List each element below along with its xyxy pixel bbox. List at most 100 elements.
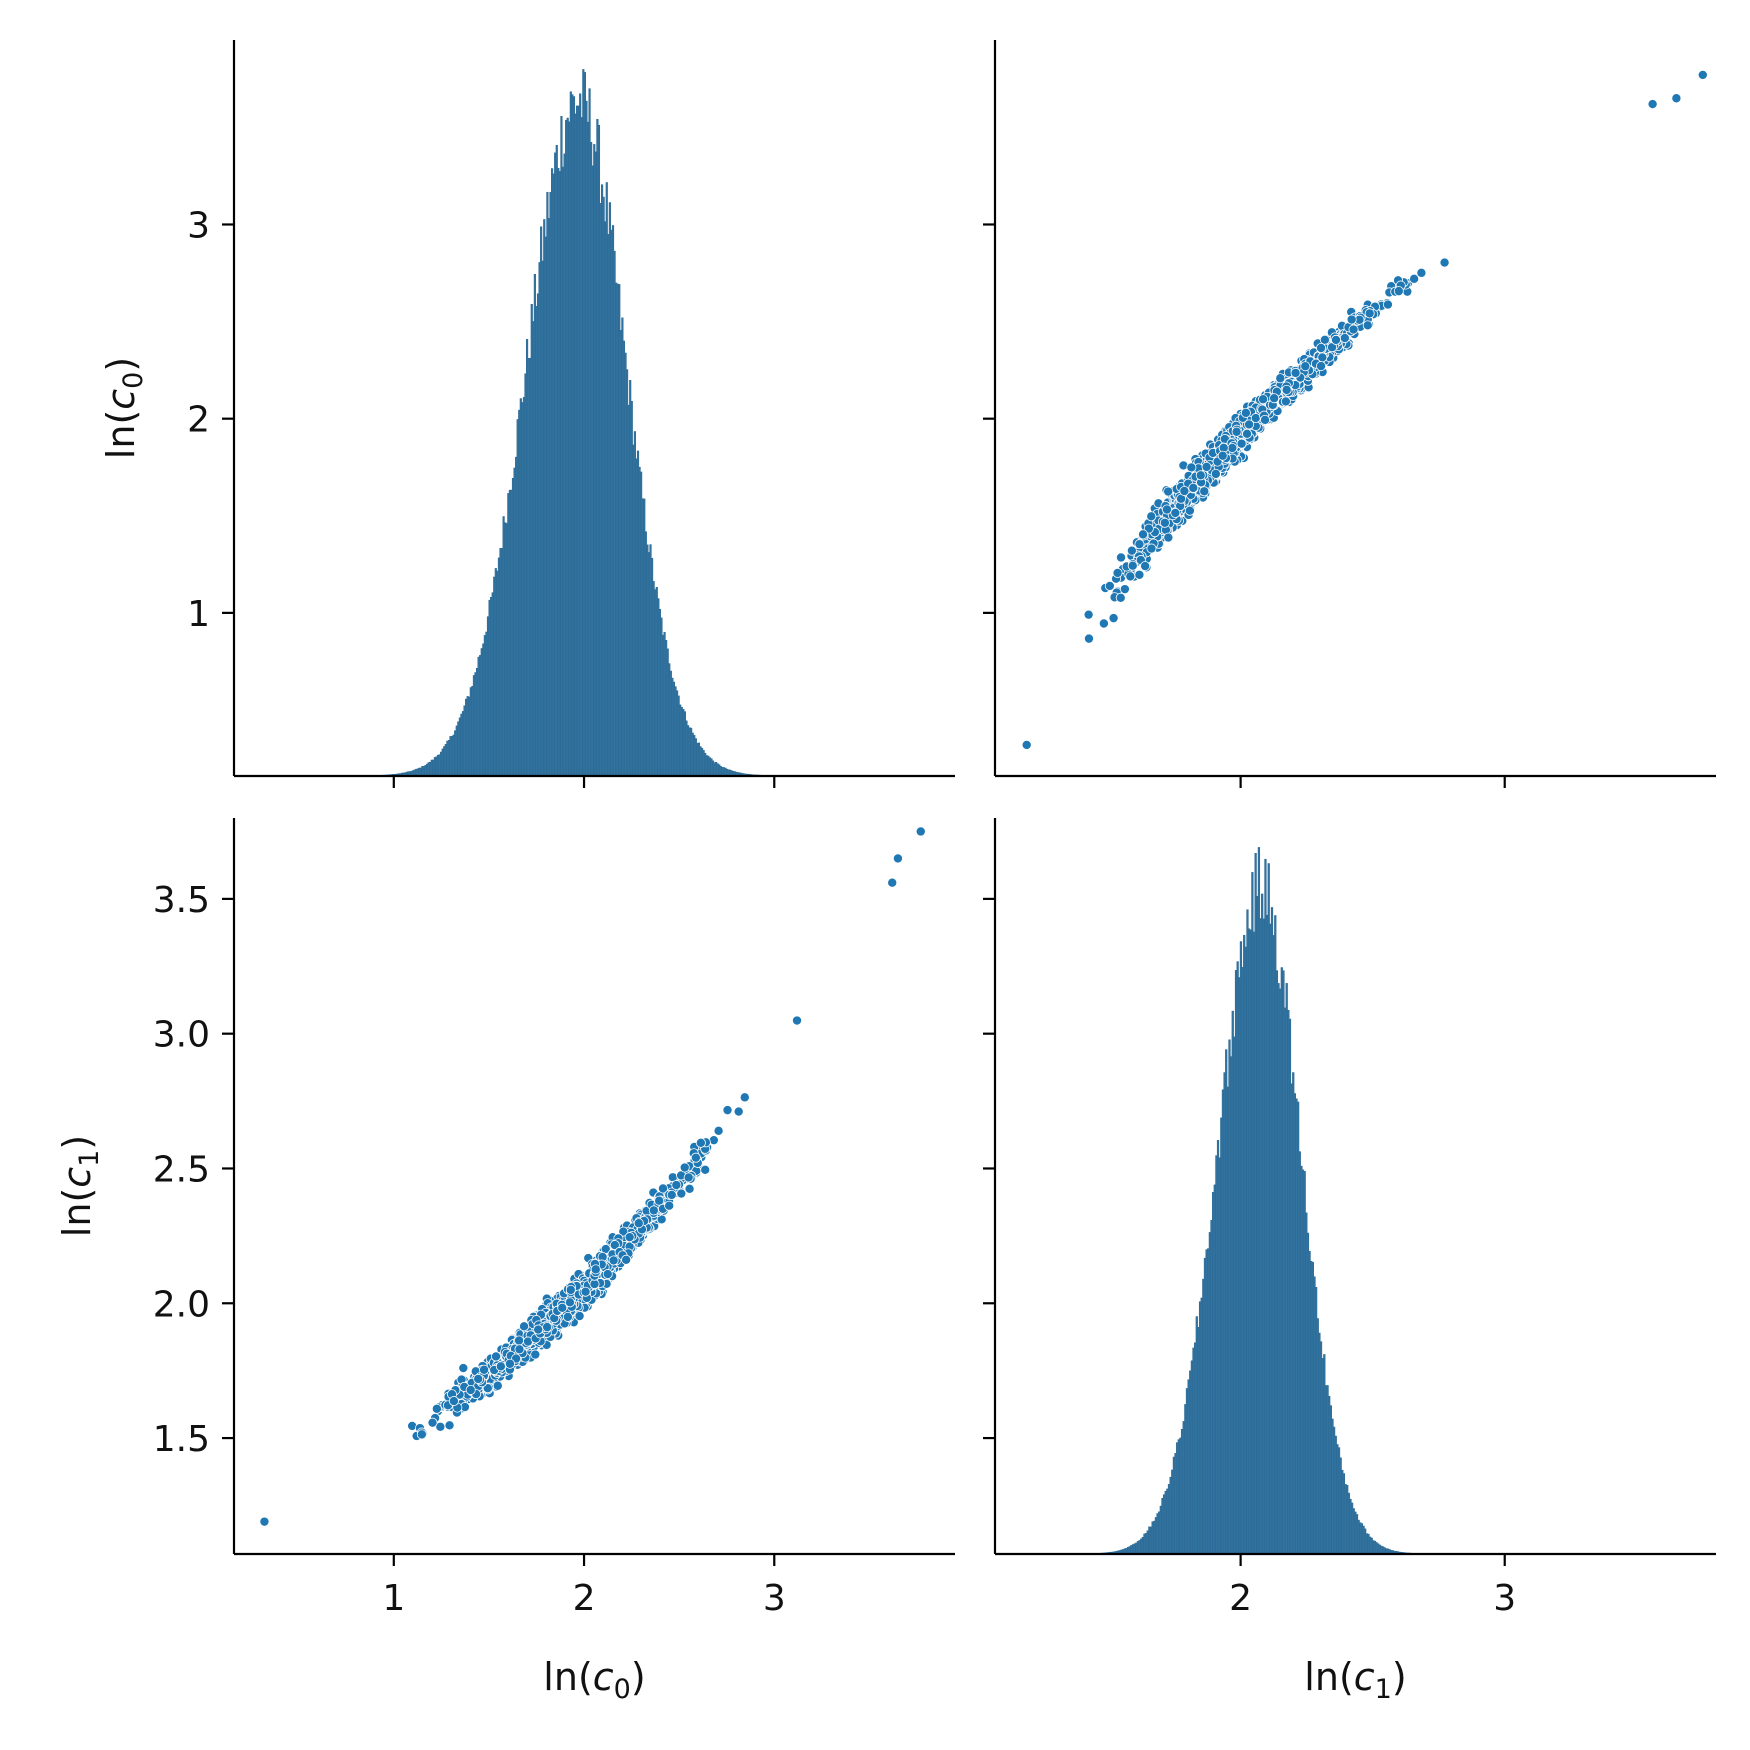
- x-axis-label-c0: ln(c0): [543, 1655, 645, 1705]
- scatter-bottom-x-tick-label: 1: [382, 1578, 405, 1619]
- scatter-top-point: [1331, 334, 1342, 345]
- scatter-top-point: [1231, 426, 1242, 437]
- scatter-bottom-point: [416, 1429, 427, 1440]
- scatter-bottom-point: [664, 1200, 675, 1211]
- hist-c0-y-tick-label: 2: [187, 400, 210, 441]
- scatter-top-point: [1116, 552, 1127, 563]
- scatter-top-point: [1316, 361, 1327, 372]
- scatter-top-point: [1281, 384, 1292, 395]
- scatter-top-point: [1382, 299, 1393, 310]
- scatter-bottom-point: [473, 1373, 484, 1384]
- scatter-top-point: [1346, 314, 1357, 325]
- scatter-top-point: [1146, 543, 1157, 554]
- scatter-top-point: [1250, 413, 1261, 424]
- scatter-top-point: [1393, 286, 1404, 297]
- scatter-top-point: [1339, 333, 1350, 344]
- scatter-bottom-point: [700, 1164, 711, 1175]
- scatter-top-point: [1364, 308, 1375, 319]
- scatter-bottom-point: [519, 1321, 530, 1332]
- scatter-top-point: [1348, 324, 1359, 335]
- scatter-top-point: [1275, 373, 1286, 384]
- scatter-bottom-point: [676, 1188, 687, 1199]
- scatter-top-point: [1258, 394, 1269, 405]
- scatter-bottom-y-tick-label: 2.0: [153, 1284, 210, 1325]
- scatter-bottom-point: [562, 1311, 573, 1322]
- scatter-bottom-point: [648, 1205, 659, 1216]
- scatter-bottom-point: [887, 877, 898, 888]
- y-axis-label-c0: ln(c0): [99, 357, 149, 459]
- scatter-bottom-point: [695, 1137, 706, 1148]
- scatter-bottom-point: [733, 1106, 744, 1117]
- scatter-top-point: [1188, 482, 1199, 493]
- scatter-top-point: [1260, 414, 1271, 425]
- scatter-bottom-y-tick-label: 3.0: [153, 1015, 210, 1056]
- scatter-bottom-point: [608, 1255, 619, 1266]
- scatter-top-point: [1021, 739, 1032, 750]
- scatter-top-point: [1362, 320, 1373, 331]
- scatter-top-point: [1163, 486, 1174, 497]
- scatter-top-point: [1115, 592, 1126, 603]
- scatter-bottom-point: [671, 1180, 682, 1191]
- panel-scatter-c0-vs-c1: 1 2 3 1.5 2.0 2.5 3.0 3.5: [153, 818, 955, 1619]
- scatter-bottom-point: [574, 1311, 585, 1322]
- scatter-bottom-point: [427, 1417, 438, 1428]
- scatter-top-point: [1186, 462, 1197, 473]
- scatter-bottom-point: [713, 1125, 724, 1136]
- scatter-bottom-point: [590, 1264, 601, 1275]
- scatter-top-point: [1125, 571, 1136, 582]
- scatter-top-point: [1671, 93, 1682, 104]
- scatter-top-point: [1138, 529, 1149, 540]
- scatter-bottom-point: [633, 1218, 644, 1229]
- scatter-top-point: [1269, 393, 1280, 404]
- panel-scatter-c1-vs-c0: [983, 40, 1716, 788]
- scatter-top-point: [1146, 511, 1157, 522]
- x-axis-label-c1: ln(c1): [1304, 1655, 1406, 1705]
- scatter-top-point: [1163, 532, 1174, 543]
- panel-hist-c0: 1 2 3: [187, 40, 955, 788]
- scatter-top-point: [1242, 428, 1253, 439]
- scatter-bottom-point: [465, 1384, 476, 1395]
- scatter-bottom-x-tick-label: 2: [573, 1578, 596, 1619]
- scatter-top-point: [1127, 560, 1138, 571]
- scatter-bottom-point: [589, 1279, 600, 1290]
- scatter-bottom-point: [684, 1183, 695, 1194]
- scatter-bottom-point: [514, 1344, 525, 1355]
- scatter-bottom-point: [504, 1358, 515, 1369]
- scatter-top-point: [1170, 507, 1181, 518]
- scatter-bottom-point: [542, 1322, 553, 1333]
- y-axis-label-c1: ln(c1): [55, 1135, 105, 1237]
- scatter-top-point: [1159, 517, 1170, 528]
- scatter-bottom-point: [792, 1015, 803, 1026]
- scatter-top-point: [1134, 569, 1145, 580]
- scatter-bottom-point: [448, 1396, 459, 1407]
- scatter-bottom-point: [679, 1162, 690, 1173]
- scatter-top-point: [1161, 504, 1172, 515]
- scatter-bottom-point: [564, 1297, 575, 1308]
- scatter-top-point: [1300, 361, 1311, 372]
- scatter-top-point: [1199, 486, 1210, 497]
- scatter-top-point: [1236, 438, 1247, 449]
- scatter-bottom-point: [624, 1232, 635, 1243]
- scatter-top-point: [1083, 609, 1094, 620]
- scatter-top-point: [1227, 442, 1238, 453]
- scatter-top-point: [1439, 257, 1450, 268]
- scatter-bottom-point: [739, 1092, 750, 1103]
- scatter-bottom-point: [892, 853, 903, 864]
- scatter-bottom-y-tick-label: 3.5: [153, 880, 210, 921]
- scatter-bottom-point: [683, 1172, 694, 1183]
- scatter-top-point: [1083, 633, 1094, 644]
- scatter-top-point: [1316, 342, 1327, 353]
- scatter-bottom-point: [431, 1403, 442, 1414]
- scatter-top-point: [1184, 505, 1195, 516]
- scatter-top-point: [1134, 539, 1145, 550]
- hist-c0-y-tick-label: 3: [187, 205, 210, 246]
- scatter-top-point: [1409, 273, 1420, 284]
- scatter-top-point: [1108, 613, 1119, 624]
- scatter-bottom-point: [533, 1324, 544, 1335]
- scatter-top-point: [1140, 561, 1151, 572]
- scatter-bottom-point: [514, 1335, 525, 1346]
- scatter-bottom-point: [444, 1420, 455, 1431]
- scatter-bottom-point: [666, 1189, 677, 1200]
